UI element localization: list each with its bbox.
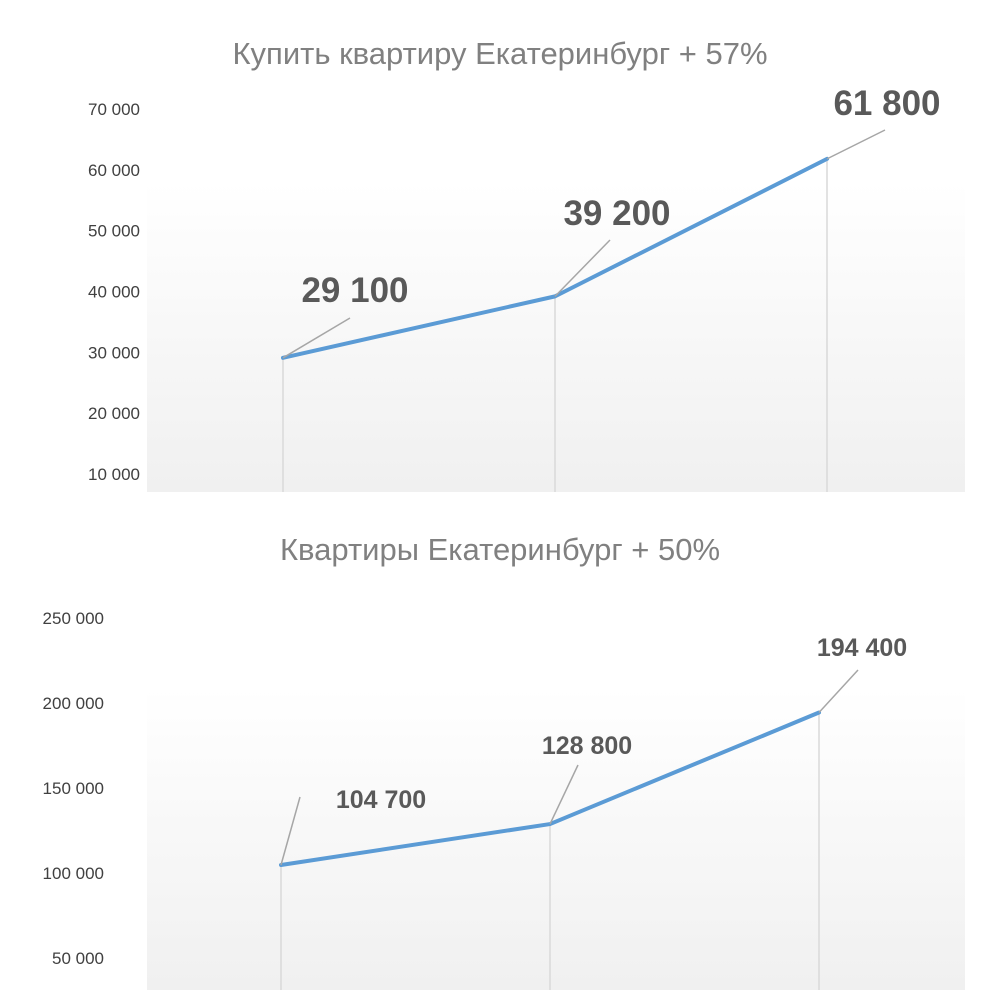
y-tick-label: 50 000 [88,222,140,241]
y-tick-label: 150 000 [43,779,104,798]
data-label: 128 800 [542,732,632,760]
leader-line [818,669,859,714]
data-label: 61 800 [833,84,940,123]
y-tick-label: 60 000 [88,161,140,180]
plot-background [147,182,965,492]
chart-apartment-purchase: Купить квартиру Екатеринбург + 57% 10 00… [88,36,965,492]
plot-background [147,688,965,990]
leader-line [826,129,886,160]
y-tick-label: 70 000 [88,100,140,119]
y-tick-label: 10 000 [88,465,140,484]
plot-area: 50 000 100 000 150 000 200 000 250 000 104 70… [43,609,965,990]
leader-line [282,317,351,359]
data-label: 104 700 [336,786,426,814]
chart-apartments: Квартиры Екатеринбург + 50% 50 000 100 00… [0,500,1000,1000]
series-line [279,710,821,868]
y-tick-label: 20 000 [88,404,140,423]
y-tick-label: 40 000 [88,283,140,302]
y-tick-label: 100 000 [43,864,104,883]
data-label: 39 200 [563,194,670,233]
leader-line [549,764,579,825]
y-tick-label: 250 000 [43,609,104,628]
y-tick-label: 30 000 [88,343,140,362]
data-label: 29 100 [301,271,408,310]
leader-line [280,796,301,866]
y-tick-label: 200 000 [43,694,104,713]
leader-line [554,239,611,297]
data-label: 194 400 [817,634,907,662]
plot-area: 10 000 20 000 30 000 40 000 50 000 60 000 70 0… [88,84,965,492]
chart-title: Квартиры Екатеринбург + 50% [279,532,721,567]
y-tick-label: 50 000 [52,949,104,968]
chart-title: Купить квартиру Екатеринбург + 57% [232,36,768,71]
